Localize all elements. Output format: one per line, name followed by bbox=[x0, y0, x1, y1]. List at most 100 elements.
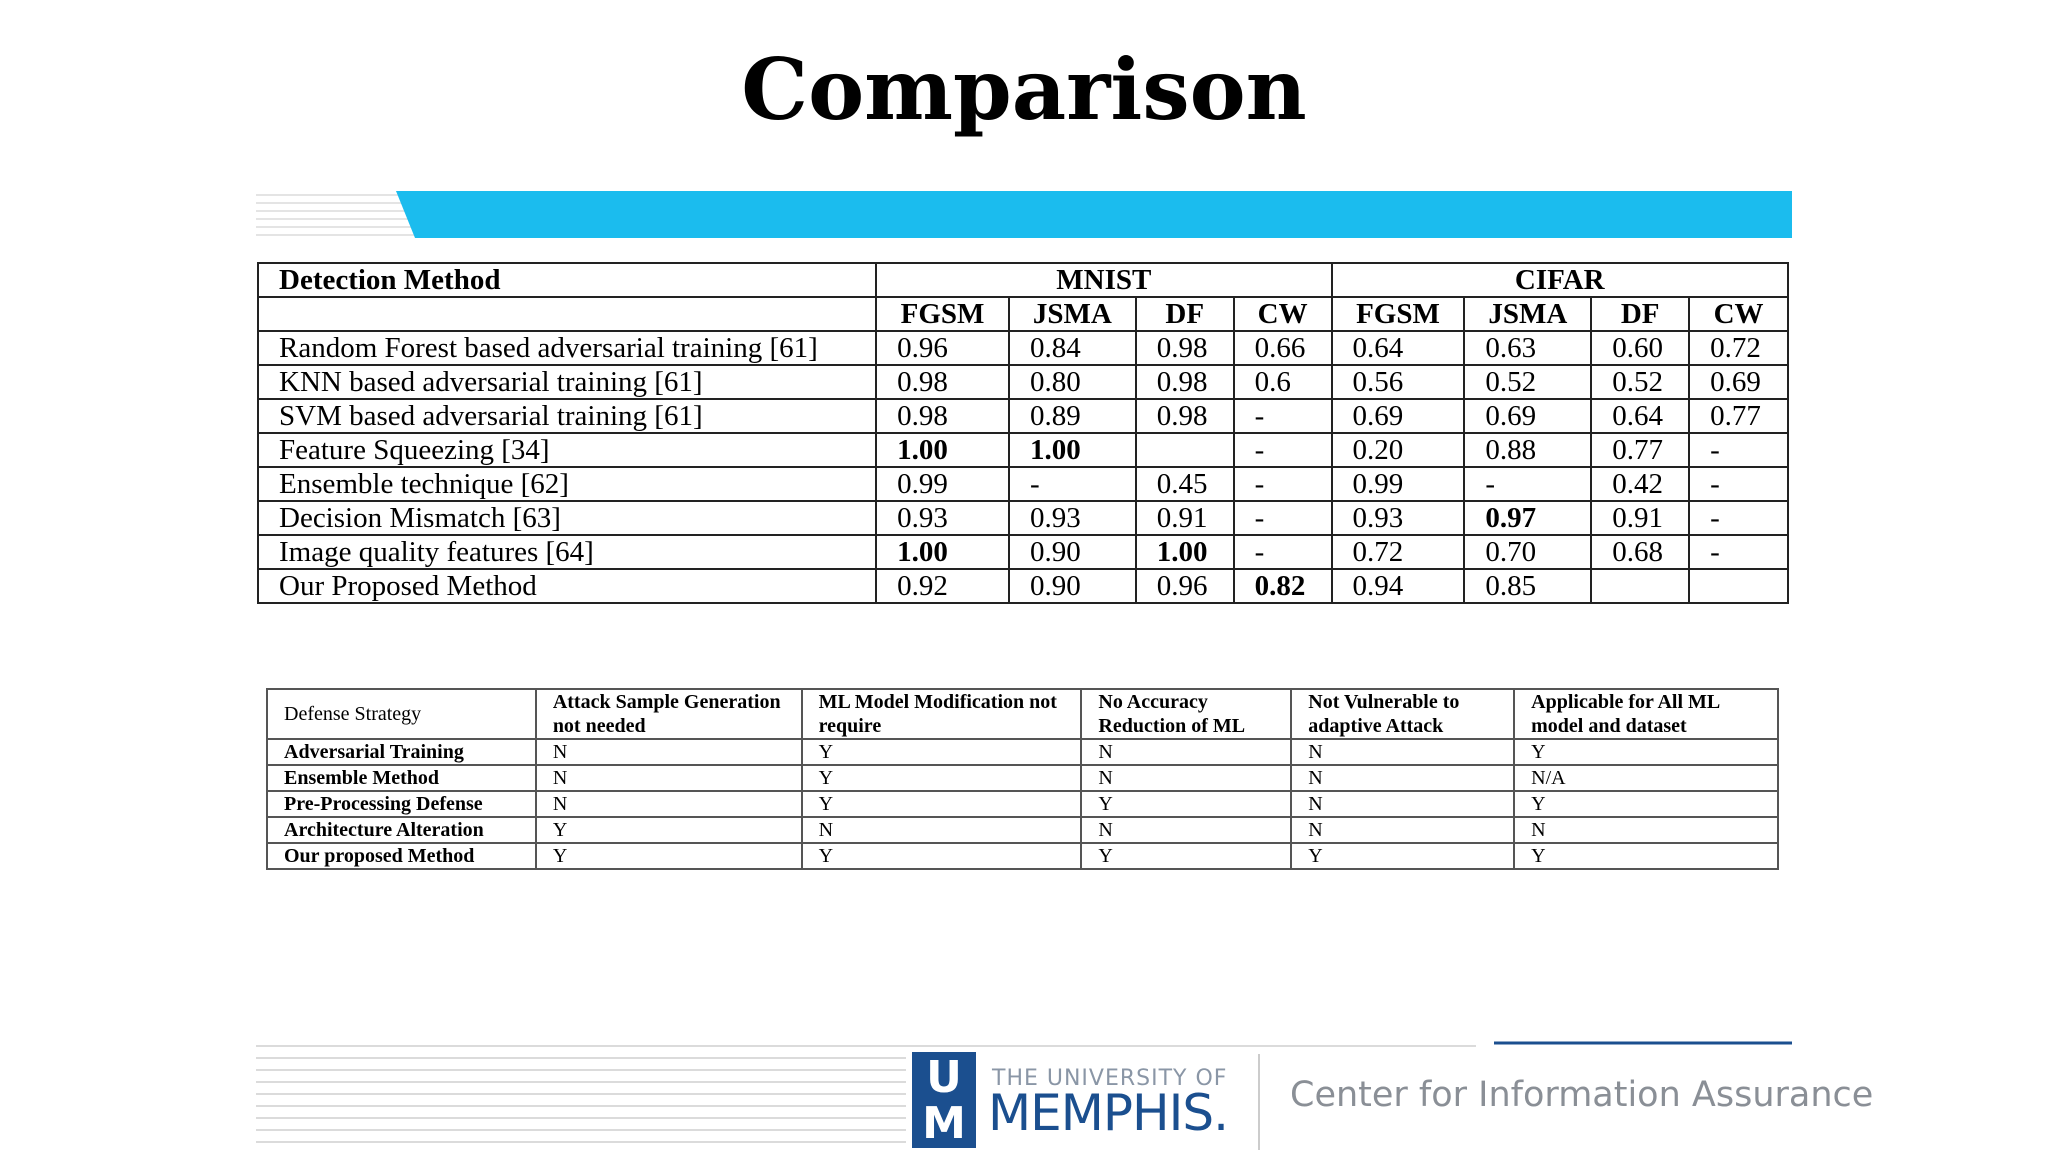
header-cell bbox=[256, 296, 878, 332]
value-cell: N bbox=[1080, 764, 1293, 792]
value-cell: Y bbox=[1513, 842, 1779, 870]
column-header: CW bbox=[1232, 296, 1333, 332]
header-cell: No Accuracy Reduction of ML bbox=[1080, 688, 1293, 740]
value-cell: Y bbox=[534, 842, 803, 870]
value-cell: 0.89 bbox=[1007, 398, 1137, 434]
strategy-cell: Architecture Alteration bbox=[266, 816, 537, 844]
value-cell: 0.77 bbox=[1688, 398, 1789, 434]
value-cell: 0.69 bbox=[1463, 398, 1593, 434]
header-row: FGSM JSMA DF CW FGSM JSMA DF CW bbox=[256, 296, 1789, 332]
method-cell: KNN based adversarial training [61] bbox=[256, 364, 878, 400]
value-cell: - bbox=[1688, 500, 1789, 536]
table-row: Adversarial Training N Y N N Y bbox=[266, 738, 1779, 766]
value-cell: 0.98 bbox=[1134, 398, 1235, 434]
group-header: MNIST bbox=[875, 262, 1333, 298]
value-cell: 0.63 bbox=[1463, 330, 1593, 366]
logo-letter: U bbox=[926, 1052, 962, 1103]
header-cell: Detection Method bbox=[256, 262, 878, 298]
value-cell: 0.98 bbox=[875, 398, 1010, 434]
value-cell: N bbox=[534, 764, 803, 792]
value-cell: 0.70 bbox=[1463, 534, 1593, 570]
value-cell: 0.60 bbox=[1590, 330, 1691, 366]
value-cell: Y bbox=[800, 738, 1083, 766]
value-cell: Y bbox=[800, 842, 1083, 870]
value-cell: 0.66 bbox=[1232, 330, 1333, 366]
value-cell: 0.42 bbox=[1590, 466, 1691, 502]
banner bbox=[256, 191, 1792, 238]
center-name: Center for Information Assurance bbox=[1290, 1075, 1874, 1115]
value-cell bbox=[1134, 432, 1235, 468]
header-cell: Not Vulnerable to adaptive Attack bbox=[1290, 688, 1516, 740]
value-cell: - bbox=[1232, 398, 1333, 434]
value-cell: - bbox=[1463, 466, 1593, 502]
table-row: Feature Squeezing [34] 1.00 1.00-0.20 0.88 0… bbox=[256, 432, 1789, 468]
value-cell: Y bbox=[800, 764, 1083, 792]
slide-title: Comparison bbox=[741, 40, 1307, 139]
value-cell: N bbox=[1080, 738, 1293, 766]
method-cell: Ensemble technique [62] bbox=[256, 466, 878, 502]
value-cell: 0.93 bbox=[875, 500, 1010, 536]
value-cell: N bbox=[1290, 816, 1516, 844]
table-row: Our proposed Method Y Y Y Y Y bbox=[266, 842, 1779, 870]
strategy-cell: Adversarial Training bbox=[266, 738, 537, 766]
value-cell: 0.91 bbox=[1134, 500, 1235, 536]
value-cell: 0.92 bbox=[875, 568, 1010, 604]
header-cell: ML Model Modification not require bbox=[800, 688, 1083, 740]
header-row: Detection Method MNIST CIFAR bbox=[256, 262, 1790, 298]
value-cell: 0.98 bbox=[1134, 364, 1235, 400]
value-cell: N bbox=[1290, 790, 1516, 818]
value-cell: 0.69 bbox=[1688, 364, 1789, 400]
value-cell: N bbox=[1080, 816, 1293, 844]
value-cell: 0.52 bbox=[1590, 364, 1691, 400]
value-cell: - bbox=[1688, 534, 1789, 570]
value-cell: 0.69 bbox=[1330, 398, 1466, 434]
header-cell: Defense Strategy bbox=[266, 688, 537, 740]
value-cell: 0.94 bbox=[1330, 568, 1466, 604]
value-cell: 0.64 bbox=[1330, 330, 1466, 366]
column-header: DF bbox=[1590, 296, 1691, 332]
strategy-cell: Pre-Processing Defense bbox=[266, 790, 537, 818]
method-cell: Image quality features [64] bbox=[256, 534, 878, 570]
value-cell: 1.00 bbox=[875, 534, 1010, 570]
value-cell: 0.98 bbox=[1134, 330, 1235, 366]
university-prefix: THE UNIVERSITY OF bbox=[992, 1066, 1228, 1091]
value-cell: N bbox=[534, 790, 803, 818]
footer-graphics bbox=[256, 1041, 1792, 1150]
value-cell: 0.98 bbox=[875, 364, 1010, 400]
value-cell: 0.97 bbox=[1463, 500, 1593, 536]
method-cell: SVM based adversarial training [61] bbox=[256, 398, 878, 434]
method-cell: Decision Mismatch [63] bbox=[256, 500, 878, 536]
value-cell: Y bbox=[1513, 738, 1779, 766]
value-cell: Y bbox=[800, 790, 1083, 818]
university-name: MEMPHIS. bbox=[988, 1084, 1229, 1142]
group-header: CIFAR bbox=[1330, 262, 1790, 298]
value-cell: 1.00 bbox=[875, 432, 1010, 468]
value-cell: - bbox=[1688, 432, 1789, 468]
value-cell: Y bbox=[1080, 842, 1293, 870]
table-row: Pre-Processing Defense N Y Y N Y bbox=[266, 790, 1779, 818]
value-cell: Y bbox=[1513, 790, 1779, 818]
column-header: JSMA bbox=[1463, 296, 1593, 332]
value-cell: 0.84 bbox=[1007, 330, 1137, 366]
value-cell: Y bbox=[534, 816, 803, 844]
column-header: DF bbox=[1134, 296, 1235, 332]
table-row: Decision Mismatch [63] 0.93 0.93 0.91-0.93 0… bbox=[256, 500, 1789, 536]
table-row: Random Forest based adversarial training… bbox=[256, 330, 1789, 366]
value-cell: 0.96 bbox=[1134, 568, 1235, 604]
strategy-cell: Ensemble Method bbox=[266, 764, 537, 792]
value-cell: - bbox=[1232, 534, 1333, 570]
header-cell: Applicable for All ML model and dataset bbox=[1513, 688, 1779, 740]
banner-bar bbox=[396, 191, 1792, 238]
value-cell: 0.93 bbox=[1007, 500, 1137, 536]
value-cell: 1.00 bbox=[1134, 534, 1235, 570]
column-header: CW bbox=[1688, 296, 1789, 332]
value-cell: 0.99 bbox=[1330, 466, 1466, 502]
value-cell: 0.93 bbox=[1330, 500, 1466, 536]
column-header: JSMA bbox=[1007, 296, 1137, 332]
value-cell: - bbox=[1232, 466, 1333, 502]
value-cell bbox=[1590, 568, 1691, 604]
method-cell: Our Proposed Method bbox=[256, 568, 878, 604]
header-cell: Attack Sample Generation not needed bbox=[534, 688, 803, 740]
